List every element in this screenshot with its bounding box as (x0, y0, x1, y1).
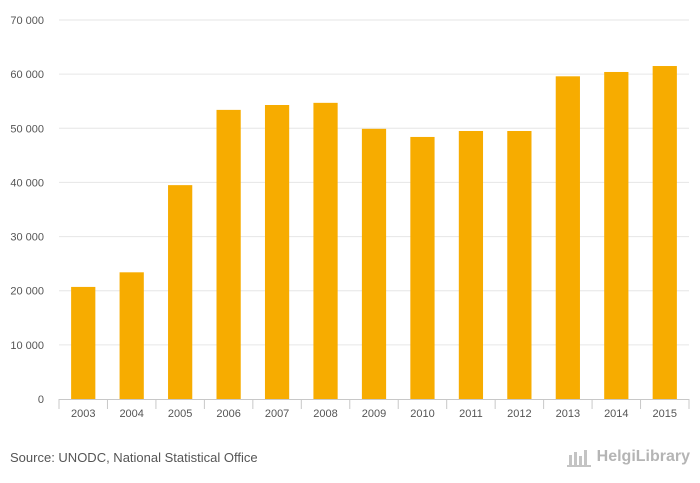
x-tick-label: 2013 (556, 408, 580, 420)
y-tick-label: 60 000 (10, 69, 44, 81)
brand-name: HelgiLibrary (596, 448, 690, 465)
bar-2008 (313, 102, 338, 400)
x-tick-label: 2006 (216, 408, 240, 420)
x-tick-label: 2015 (653, 408, 677, 420)
bar-chart: 0 10 000 20 000 30 000 40 000 50 000 60 000 70 … (10, 15, 690, 420)
bar-2006 (216, 109, 241, 400)
brand-logo: HelgiLibrary (566, 447, 690, 467)
bar-2005 (168, 185, 193, 399)
bar-2004 (119, 272, 144, 399)
x-tick-label: 2005 (168, 408, 192, 420)
x-tick-label: 2007 (265, 408, 289, 420)
y-axis-ticks: 0 10 000 20 000 30 000 40 000 50 000 60 000 70 … (10, 15, 44, 406)
y-tick-label: 30 000 (10, 232, 44, 244)
bar-2013 (555, 76, 580, 400)
bar-2012 (507, 130, 532, 399)
x-tick-label: 2008 (313, 408, 337, 420)
source-note: Source: UNODC, National Statistical Offi… (10, 450, 258, 465)
x-tick-label: 2010 (410, 408, 434, 420)
x-tick-label: 2014 (604, 408, 628, 420)
y-tick-label: 20 000 (10, 286, 44, 298)
y-tick-label: 50 000 (10, 123, 44, 135)
bar-2011 (458, 130, 484, 399)
x-tick-label: 2003 (71, 408, 95, 420)
y-tick-label: 0 (38, 394, 44, 406)
library-icon (566, 450, 591, 467)
x-tick-label: 2009 (362, 408, 386, 420)
y-tick-label: 70 000 (10, 15, 44, 27)
bar-2014 (604, 71, 629, 399)
x-tick-label: 2011 (459, 408, 483, 420)
bar-2010 (410, 136, 435, 399)
bar-2007 (264, 105, 290, 400)
bars (71, 66, 677, 400)
bar-2015 (652, 66, 677, 400)
y-tick-label: 10 000 (10, 340, 44, 352)
bar-2009 (361, 128, 387, 399)
x-tick-label: 2012 (507, 408, 531, 420)
x-tick-label: 2004 (119, 408, 143, 420)
y-tick-label: 40 000 (10, 177, 44, 189)
bar-2003 (71, 286, 96, 399)
x-axis-ticks: 2003 2004 2005 2006 2007 2008 2009 2010 2011 2012… (58, 399, 690, 420)
